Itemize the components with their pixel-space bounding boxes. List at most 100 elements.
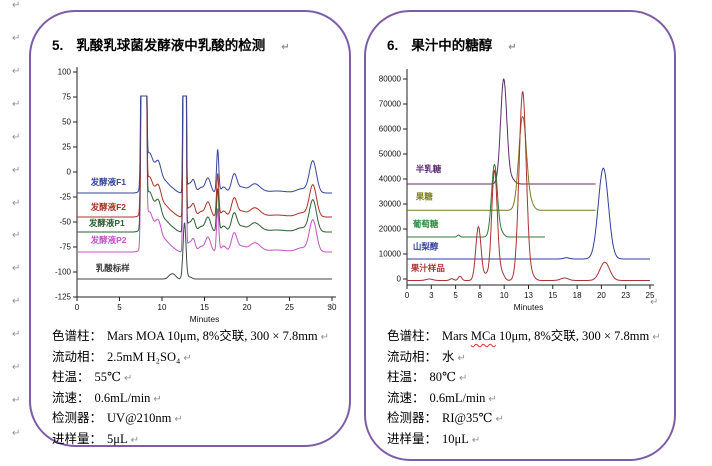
paragraph-mark: ↵ <box>12 131 21 143</box>
spec-row-temp: 柱温： 55℃ ↵ <box>52 367 339 388</box>
trace-label: 发酵液F2 <box>90 202 127 212</box>
paragraph-mark: ↵ <box>130 434 139 446</box>
paragraph-mark: ↵ <box>12 65 21 77</box>
paragraph-mark: ↵ <box>12 32 21 44</box>
spec-value: Mars MCa 10μm, 8%交联, 300 × 7.8mm <box>442 329 650 343</box>
method-specs: 色谱柱： Mars MCa 10μm, 8%交联, 300 × 7.8mm ↵ 流动相… <box>387 326 664 450</box>
x-tick-label: 8 <box>478 291 483 300</box>
paragraph-mark: ↵ <box>12 427 21 439</box>
y-tick-label: 75 <box>62 93 71 102</box>
spec-label: 流动相： <box>52 349 103 364</box>
x-tick-label: 20 <box>243 303 252 312</box>
paragraph-mark: ↵ <box>457 352 466 364</box>
trace-果汁样品 <box>407 91 650 281</box>
spec-value: 0.6mL/min <box>429 390 486 405</box>
paragraph-mark: ↵ <box>495 414 504 426</box>
panel-juice-sugars: 6. 果汁中的糖醇 ↵ 80000 70000 60000 50000 40000 300… <box>364 10 676 461</box>
spec-value: 5μL <box>107 431 128 446</box>
section-number: 6. <box>387 38 399 53</box>
spec-label: 柱温： <box>387 370 425 385</box>
trace-发酵液P2 <box>77 95 332 253</box>
section-title-text: 乳酸乳球菌发酵液中乳酸的检测 <box>76 38 266 53</box>
spec-value: 55℃ <box>94 370 121 385</box>
trace-label: 乳酸标样 <box>96 263 131 273</box>
spec-row-column: 色谱柱： Mars MCa 10μm, 8%交联, 300 × 7.8mm ↵ <box>387 326 664 347</box>
section-title-5: 5. 乳酸乳球菌发酵液中乳酸的检测 ↵ <box>52 34 290 54</box>
paragraph-mark: ↵ <box>124 373 133 385</box>
paragraph-mark: ↵ <box>471 434 481 446</box>
trace-发酵液F1 <box>77 95 332 194</box>
paragraph-mark: ↵ <box>320 332 330 343</box>
juice-sugar-chromatogram: 80000 70000 60000 50000 40000 30000 20000 10000… <box>379 69 655 312</box>
x-tick-label: 0 <box>75 303 80 312</box>
spec-row-detector: 检测器： UV@210nm ↵ <box>52 408 339 429</box>
trace-果糖 <box>407 115 596 211</box>
x-tick-label: 5 <box>453 291 458 300</box>
paragraph-mark: ↵ <box>508 42 517 53</box>
paragraph-mark: ↵ <box>650 297 659 308</box>
spec-label: 流动相： <box>387 349 438 364</box>
margin-paragraph-marks: ↵ ↵ ↵ ↵ ↵ ↵ ↵ ↵ ↵ ↵ ↵ ↵ ↵ ↵ <box>12 1 28 439</box>
paragraph-mark: ↵ <box>652 332 661 343</box>
spec-label: 进样量： <box>52 431 103 446</box>
x-tick-label: 25 <box>646 291 655 300</box>
paragraph-mark: ↵ <box>12 395 21 407</box>
x-tick-label: 15 <box>548 291 557 300</box>
paragraph-mark: ↵ <box>459 373 468 385</box>
section-title-6: 6. 果汁中的糖醇 ↵ <box>387 34 517 54</box>
spec-row-flow: 流速： 0.6mL/min ↵ <box>387 388 664 409</box>
paragraph-mark: ↵ <box>12 0 21 11</box>
spec-row-detector: 检测器： RI@35℃ ↵ <box>387 408 664 429</box>
y-tick-label: 0 <box>397 275 402 284</box>
spec-value: 2.5mM H₂SO₄ <box>107 349 181 364</box>
spec-row-mobile: 流动相： 水 ↵ <box>387 347 664 368</box>
paragraph-mark: ↵ <box>174 414 183 426</box>
paragraph-mark: ↵ <box>183 352 192 364</box>
spec-row-mobile: 流动相： 2.5mM H₂SO₄ ↵ <box>52 347 339 368</box>
x-tick-label: 23 <box>621 291 630 300</box>
y-tick-label: 100 <box>58 68 72 77</box>
trace-label: 山梨醇 <box>413 242 439 252</box>
y-tick-label: -75 <box>59 243 71 252</box>
paragraph-mark: ↵ <box>12 197 21 209</box>
spec-row-flow: 流速： 0.6mL/min ↵ <box>52 388 339 409</box>
trace-label: 发酵液P2 <box>90 235 127 245</box>
y-tick-label: 60000 <box>379 125 402 134</box>
paragraph-mark: ↵ <box>12 329 21 341</box>
spec-row-temp: 柱温： 80℃ ↵ <box>387 367 664 388</box>
y-tick-label: -100 <box>55 268 72 277</box>
y-tick-label: -25 <box>59 193 71 202</box>
spec-label: 流速： <box>52 390 90 405</box>
y-tick-label: 50000 <box>379 150 402 159</box>
spec-label: 进样量： <box>387 431 438 446</box>
spec-value: RI@35℃ <box>442 411 493 426</box>
y-tick-label: 40000 <box>379 175 402 184</box>
x-tick-label: 3 <box>429 291 434 300</box>
paragraph-mark: ↵ <box>281 42 290 53</box>
paragraph-mark: ↵ <box>327 301 336 312</box>
y-tick-label: 0 <box>67 168 72 177</box>
y-tick-label: -50 <box>59 218 71 227</box>
x-tick-label: 13 <box>524 291 533 300</box>
trace-label: 发酵液F1 <box>90 177 127 187</box>
trace-label: 果糖 <box>415 192 434 202</box>
spec-value: 10μL <box>442 431 469 446</box>
trace-label: 果汁样品 <box>410 263 446 273</box>
spec-label: 色谱柱： <box>387 329 438 343</box>
paragraph-mark: ↵ <box>12 296 21 308</box>
paragraph-mark: ↵ <box>12 230 21 242</box>
trace-发酵液F2 <box>77 95 332 218</box>
spec-row-column: 色谱柱： Mars MOA 10μm, 8%交联, 300 × 7.8mm ↵ <box>52 326 339 347</box>
section-title-text: 果汁中的糖醇 <box>411 38 493 53</box>
paragraph-mark: ↵ <box>12 98 21 110</box>
x-tick-label: 10 <box>158 303 167 312</box>
trace-label: 半乳糖 <box>416 164 442 174</box>
spec-value: 80℃ <box>429 370 456 385</box>
spec-value: 水 <box>442 349 455 364</box>
x-axis-title: Minutes <box>514 302 544 312</box>
spec-label: 色谱柱： <box>52 329 103 343</box>
spec-label: 流速： <box>387 390 425 405</box>
x-tick-label: 30 <box>328 303 337 312</box>
